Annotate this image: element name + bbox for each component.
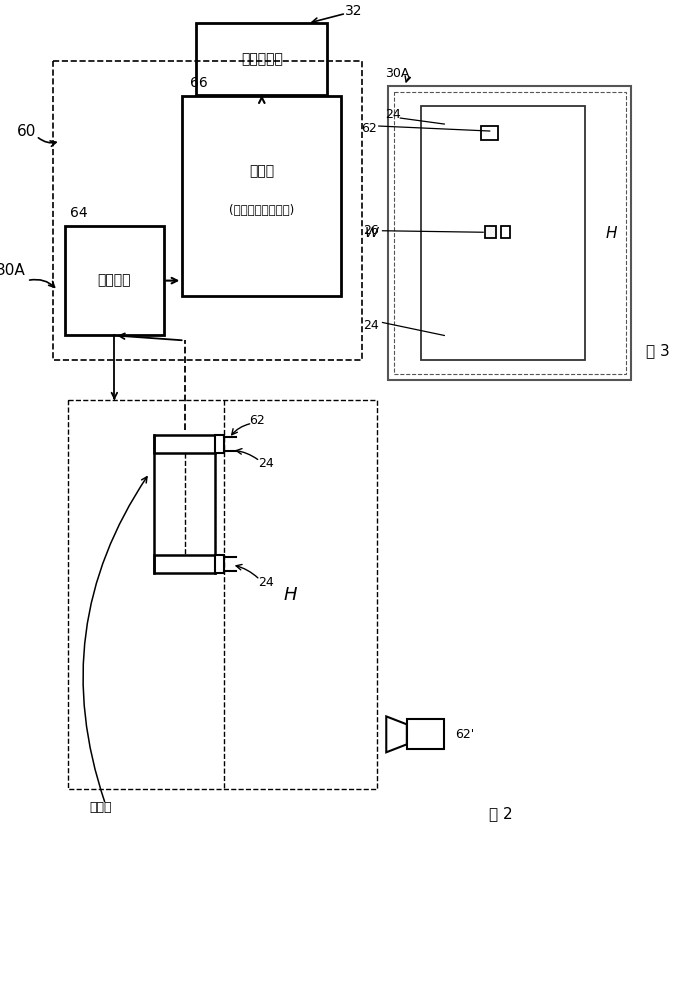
Polygon shape: [497, 114, 577, 215]
Bar: [65, 226, 163, 335]
Bar: [407, 719, 444, 749]
Text: W: W: [364, 226, 378, 240]
Polygon shape: [386, 716, 407, 752]
Text: 30A: 30A: [0, 263, 26, 278]
Text: 图 2: 图 2: [489, 807, 512, 822]
Bar: [421, 106, 585, 360]
Text: 26: 26: [363, 224, 379, 237]
Bar: [481, 126, 498, 140]
Bar: [485, 226, 496, 238]
Text: H: H: [605, 226, 617, 241]
Text: 电梯控制器: 电梯控制器: [241, 52, 283, 66]
Polygon shape: [505, 122, 566, 210]
Bar: [182, 96, 342, 296]
Polygon shape: [429, 340, 577, 352]
Bar: [53, 61, 362, 360]
Polygon shape: [497, 251, 577, 352]
Bar: [394, 92, 626, 374]
Text: 图 3: 图 3: [646, 343, 670, 358]
Text: 24: 24: [259, 576, 274, 589]
Bar: [68, 400, 377, 789]
Text: 电梯门: 电梯门: [90, 801, 112, 814]
Text: (检测、追踪和计数): (检测、追踪和计数): [230, 204, 294, 217]
Bar: [154, 555, 215, 573]
Text: 64: 64: [70, 206, 88, 220]
Bar: [215, 555, 224, 573]
Polygon shape: [429, 251, 482, 352]
Text: 62: 62: [249, 414, 265, 427]
Text: H: H: [283, 586, 296, 604]
Text: 62: 62: [362, 122, 377, 135]
Polygon shape: [429, 114, 577, 126]
Text: 66: 66: [190, 76, 207, 90]
Polygon shape: [439, 256, 475, 342]
Bar: [154, 435, 215, 453]
Text: 处理器: 处理器: [249, 164, 274, 178]
Bar: [388, 86, 632, 380]
Text: 62': 62': [455, 728, 475, 741]
Polygon shape: [505, 256, 566, 342]
Polygon shape: [429, 114, 482, 215]
Polygon shape: [439, 122, 475, 210]
Text: 数据捕获: 数据捕获: [98, 274, 131, 288]
Text: 24: 24: [363, 319, 379, 332]
Text: 30A: 30A: [385, 67, 410, 80]
Bar: [501, 226, 510, 238]
Text: 24: 24: [259, 457, 274, 470]
Text: 32: 32: [345, 4, 362, 18]
Text: 24: 24: [385, 108, 401, 121]
Bar: [215, 435, 224, 453]
Text: 60: 60: [17, 124, 36, 139]
Bar: [196, 23, 327, 95]
